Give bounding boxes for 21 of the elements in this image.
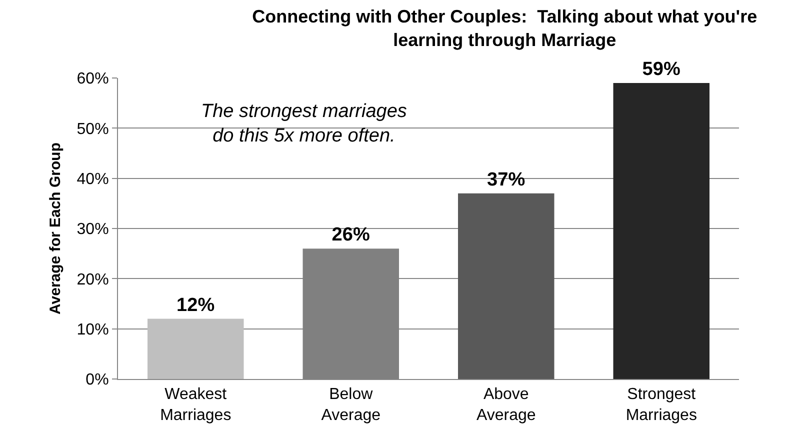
y-tick-label: 20%: [76, 271, 109, 288]
data-label: 26%: [332, 224, 370, 246]
y-tick-label: 40%: [76, 170, 109, 188]
data-label: 37%: [487, 169, 526, 190]
y-tick-label: 0%: [86, 372, 109, 389]
bar: [458, 193, 554, 379]
x-tick-label: Strongest Marriages: [626, 386, 697, 424]
x-tick-label: Above Average: [476, 386, 536, 424]
annotation: The strongest marriages do this 5x more often.: [201, 101, 408, 147]
chart-title: Connecting with Other Couples: Talking about what you're learning through Marriage: [252, 6, 758, 50]
y-tick-label: 10%: [76, 321, 109, 338]
data-label: 12%: [176, 294, 215, 316]
data-label: 59%: [642, 59, 680, 80]
y-tick-label: 60%: [76, 70, 109, 88]
x-tick-label: Weakest Marriages: [160, 386, 232, 424]
y-tick-label: 50%: [76, 120, 109, 138]
x-tick-label: Below Average: [321, 386, 381, 424]
bar: [613, 83, 710, 379]
bar: [148, 318, 244, 379]
y-tick-label: 30%: [76, 221, 109, 238]
y-axis-title: Average for Each Group: [47, 142, 64, 314]
